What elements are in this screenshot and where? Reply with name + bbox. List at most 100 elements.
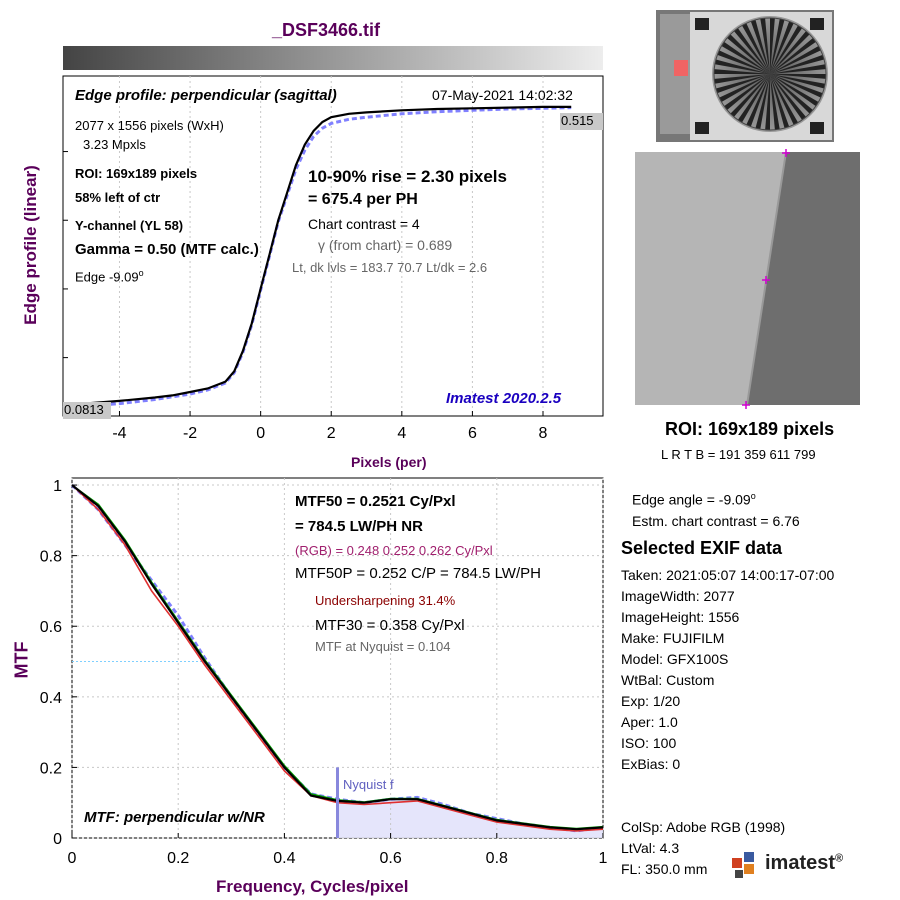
- exif-line: LtVal: 4.3: [621, 840, 680, 856]
- star-ray: [770, 54, 825, 74]
- star-ray: [770, 74, 826, 89]
- edge-xtick-label: 6: [468, 425, 477, 442]
- star-ray: [770, 74, 780, 130]
- exif-line: ExBias: 0: [621, 756, 681, 772]
- chart-thumbnail: [656, 10, 834, 142]
- star-ray: [714, 69, 770, 74]
- roi-size-label: ROI: 169x189 pixels: [665, 419, 835, 439]
- exif-line: ImageWidth: 2077: [621, 588, 735, 604]
- star-ray: [755, 74, 770, 130]
- star-ray: [765, 74, 770, 130]
- exif-line: Make: FUJIFILM: [621, 630, 725, 646]
- nyquist-label: Nyquist f: [343, 777, 394, 792]
- mtf-legend: MTF: perpendicular w/NR: [84, 809, 265, 826]
- exif-line: Exp: 1/20: [621, 693, 681, 709]
- star-ray: [770, 74, 826, 79]
- edge-datetime: 07-May-2021 14:02:32: [432, 87, 573, 103]
- edge-xtick-label: 8: [539, 425, 548, 442]
- mtf-xtick-label: 0.4: [273, 850, 295, 867]
- star-ray: [770, 31, 810, 75]
- star-ray: [714, 74, 770, 84]
- edge-angle-info: Edge angle = -9.09o: [632, 491, 756, 508]
- exif-line: Aper: 1.0: [621, 714, 678, 730]
- edge-panel-title: Edge profile: perpendicular (sagittal): [75, 87, 337, 104]
- edge-xtick-label: -2: [183, 425, 197, 442]
- star-ray: [746, 74, 770, 127]
- star-ray: [730, 74, 770, 117]
- star-ray: [750, 19, 770, 74]
- star-ray: [727, 34, 770, 74]
- edge-xtick-label: 0: [256, 425, 265, 442]
- edge-xtick-label: -4: [112, 425, 126, 442]
- exif-line: Taken: 2021:05:07 14:00:17-07:00: [621, 567, 835, 583]
- file-title: _DSF3466.tif: [272, 20, 381, 40]
- imatest-logo-text: imatest®: [765, 852, 844, 874]
- mtf-ytick-label: 0.6: [40, 619, 62, 636]
- gamma-value: Gamma = 0.50 (MTF calc.): [75, 241, 259, 258]
- mpxls: 3.23 Mpxls: [83, 137, 146, 152]
- low-level-label: 0.0813: [64, 402, 104, 417]
- roi-coordinates: L R T B = 191 359 611 799: [661, 447, 816, 462]
- edge-curve: [62, 105, 572, 406]
- low-level-label-bg: [63, 402, 111, 419]
- mtf-xtick-label: 0.6: [379, 850, 401, 867]
- mtf-ytick-label: 0.4: [40, 690, 62, 707]
- exif-line: Model: GFX100S: [621, 651, 729, 667]
- star-ray: [770, 18, 785, 74]
- star-ray: [760, 18, 770, 74]
- light-dark-levels: Lt, dk lvls = 183.7 70.7 Lt/dk = 2.6: [292, 260, 488, 275]
- edge-xtick-label: 2: [327, 425, 336, 442]
- mtf30-value: MTF30 = 0.358 Cy/Pxl: [315, 617, 465, 634]
- star-ray: [770, 21, 794, 74]
- star-ray: [737, 74, 770, 123]
- mtf-at-nyquist: MTF at Nyquist = 0.104: [315, 639, 451, 654]
- exif-title: Selected EXIF data: [621, 538, 783, 558]
- star-ray: [770, 25, 803, 74]
- exif-line: FL: 350.0 mm: [621, 861, 708, 877]
- star-ray: [714, 59, 770, 74]
- mtf-ytick-label: 1: [53, 478, 62, 495]
- star-ray: [770, 74, 819, 107]
- star-ray: [721, 41, 770, 74]
- star-ray: [770, 74, 813, 114]
- nyquist-region: [337, 799, 603, 838]
- mtf-xtick-label: 0.8: [486, 850, 508, 867]
- star-ray: [719, 74, 770, 102]
- star-ray: [770, 46, 821, 74]
- mtf-xtick-label: 0.2: [167, 850, 189, 867]
- edge-angle: Edge -9.09o: [75, 268, 144, 285]
- edge-plot-frame: [62, 75, 604, 417]
- star-ray: [715, 74, 770, 94]
- per-ph-value: = 675.4 per PH: [308, 191, 418, 208]
- star-ray: [770, 74, 806, 120]
- exif-line: ColSp: Adobe RGB (1998): [621, 819, 786, 835]
- edge-curve-raw: [62, 106, 572, 410]
- high-level-label: 0.515: [561, 113, 594, 128]
- mtf-ytick-label: 0.2: [40, 760, 62, 777]
- exif-line: ImageHeight: 1556: [621, 609, 740, 625]
- star-ray: [742, 23, 770, 74]
- chart-contrast: Chart contrast = 4: [308, 216, 420, 232]
- mtf50-value: MTF50 = 0.2521 Cy/Pxl: [295, 493, 456, 510]
- edge-roi: ROI: 169x189 pixels: [75, 166, 198, 181]
- nyquist-fill-region: [337, 799, 603, 838]
- mtf-x-label: Frequency, Cycles/pixel: [216, 877, 409, 896]
- star-ray: [770, 74, 823, 98]
- undersharpening: Undersharpening 31.4%: [315, 593, 456, 608]
- channel: Y-channel (YL 58): [75, 218, 184, 233]
- star-ray: [770, 38, 816, 74]
- estimated-contrast: Estm. chart contrast = 6.76: [632, 513, 800, 529]
- exif-line: WtBal: Custom: [621, 672, 715, 688]
- mtf50-rgb: (RGB) = 0.248 0.252 0.262 Cy/Pxl: [295, 543, 493, 558]
- mtf50-lwph: = 784.5 LW/PH NR: [295, 518, 423, 535]
- image-size: 2077 x 1556 pixels (WxH): [75, 118, 224, 133]
- exif-line: ISO: 100: [621, 735, 677, 751]
- mtf-ytick-label: 0.8: [40, 549, 62, 566]
- edge-xtick-label: 4: [397, 425, 406, 442]
- star-ray: [770, 74, 790, 129]
- imatest-logo-icon: [732, 852, 754, 878]
- high-level-label-bg: [560, 113, 603, 130]
- edge-y-label: Edge profile (linear): [21, 165, 40, 325]
- version-label: Imatest 2020.2.5: [446, 390, 562, 407]
